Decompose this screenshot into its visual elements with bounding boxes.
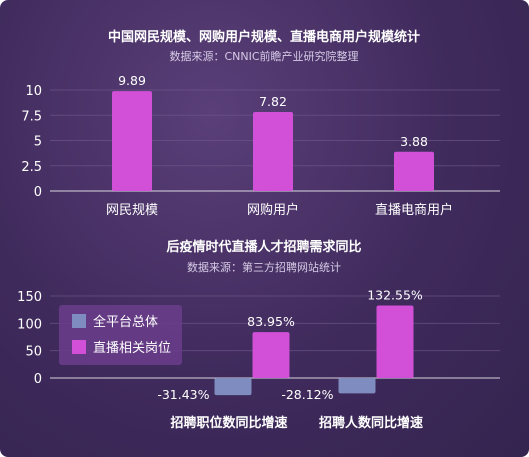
chart2-y-tick-label: 0 bbox=[34, 372, 42, 387]
chart2-y-tick-label: 100 bbox=[17, 317, 42, 332]
chart1-y-tick-label: 5 bbox=[34, 135, 42, 150]
chart2-bar-all-platform bbox=[338, 378, 376, 394]
chart1-bar bbox=[253, 112, 293, 191]
chart2-subtitle: 数据来源：第三方招聘网站统计 bbox=[187, 260, 341, 274]
chart2-category-label: 招聘职位数同比增速 bbox=[170, 415, 287, 431]
chart2-data-label: -28.12% bbox=[281, 387, 333, 402]
chart2-y-ticks: 150 100 50 0 bbox=[17, 290, 42, 387]
chart1-data-label: 9.89 bbox=[118, 73, 146, 88]
legend-swatch-all-platform bbox=[72, 314, 86, 328]
chart2-y-tick-label: 150 bbox=[17, 290, 42, 305]
chart1-bars: 9.89 7.82 3.88 bbox=[112, 73, 434, 191]
chart1-bar bbox=[394, 151, 434, 191]
chart1-data-label: 3.88 bbox=[400, 134, 428, 149]
chart2-category-label: 招聘人数同比增速 bbox=[319, 415, 423, 431]
chart1-y-ticks: 10 7.5 5 2.5 0 bbox=[21, 84, 42, 200]
chart2-data-label: 83.95% bbox=[247, 314, 295, 329]
chart2-bars: -31.43% 83.95% -28.12% 132.55% bbox=[157, 288, 423, 402]
chart1-y-tick-label: 2.5 bbox=[21, 160, 42, 175]
chart2-data-label: 132.55% bbox=[367, 288, 423, 303]
legend-box bbox=[59, 305, 182, 365]
chart2-title: 后疫情时代直播人才招聘需求同比 bbox=[166, 239, 361, 255]
chart2-categories: 招聘职位数同比增速 招聘人数同比增速 bbox=[170, 415, 423, 431]
chart1-category-label: 网购用户 bbox=[247, 202, 299, 218]
chart1-subtitle: 数据来源：CNNIC前瞻产业研究院整理 bbox=[169, 49, 358, 63]
chart2-bar-live-jobs bbox=[376, 305, 414, 378]
chart1-category-label: 直播电商用户 bbox=[375, 202, 453, 218]
chart1-data-label: 7.82 bbox=[259, 94, 287, 109]
chart1-category-label: 网民规模 bbox=[106, 203, 158, 218]
chart1-title: 中国网民规模、网购用户规模、直播电商用户规模统计 bbox=[108, 29, 420, 45]
chart2-bar-all-platform bbox=[214, 378, 252, 396]
chart2-y-tick-label: 50 bbox=[25, 345, 42, 360]
chart1-y-tick-label: 10 bbox=[25, 84, 42, 99]
chart1-bar bbox=[112, 91, 152, 191]
chart1-y-tick-label: 0 bbox=[34, 185, 42, 200]
chart2-legend: 全平台总体 直播相关岗位 bbox=[59, 305, 182, 365]
chart1-categories: 网民规模 网购用户 直播电商用户 bbox=[106, 202, 453, 218]
chart2-data-label: -31.43% bbox=[157, 387, 209, 402]
legend-label-all-platform: 全平台总体 bbox=[93, 314, 158, 330]
legend-label-live-jobs: 直播相关岗位 bbox=[93, 341, 171, 356]
chart2-bar-live-jobs bbox=[252, 332, 290, 378]
chart1-y-tick-label: 7.5 bbox=[21, 109, 42, 124]
legend-swatch-live-jobs bbox=[72, 340, 86, 354]
